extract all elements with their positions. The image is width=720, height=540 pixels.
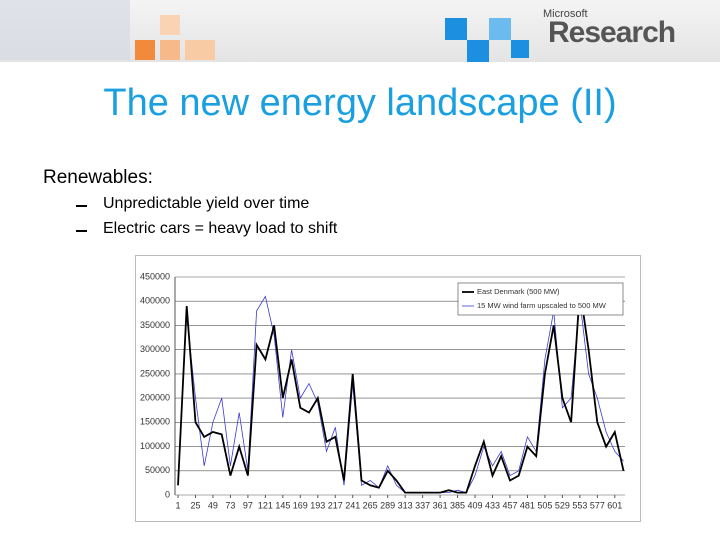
x-tick-label: 289 (380, 500, 395, 510)
bullet: Renewables: (43, 167, 153, 188)
logo-text: Microsoft (543, 8, 588, 20)
dash (76, 205, 87, 207)
y-tick-label: 350000 (140, 320, 170, 330)
x-tick-label: 241 (345, 500, 360, 510)
x-tick-label: 409 (468, 500, 483, 510)
header-band: Microsoft Research (0, 0, 720, 62)
deco-square (135, 40, 155, 60)
x-tick-label: 433 (485, 500, 500, 510)
y-tick-label: 400000 (140, 296, 170, 306)
chart: 0 50000 100000 150000 200000 250000 300000 3500… (135, 255, 641, 522)
x-tick-label: 121 (258, 500, 273, 510)
slide-title: The new energy landscape (II) (103, 82, 617, 124)
x-tick-label: 217 (328, 500, 343, 510)
x-tick-label: 481 (520, 500, 535, 510)
y-tick-label: 150000 (140, 417, 170, 427)
x-tick-label: 553 (572, 500, 587, 510)
legend-label: 15 MW wind farm upscaled to 500 MW (477, 301, 607, 310)
x-tick-label: 529 (555, 500, 570, 510)
deco-square (185, 40, 215, 60)
sub-bullet: Unpredictable yield over time (103, 195, 310, 212)
deco-photo (0, 0, 130, 60)
x-tick-label: 73 (225, 500, 235, 510)
x-tick-label: 265 (363, 500, 378, 510)
y-tick-label: 50000 (145, 465, 170, 475)
y-tick-label: 100000 (140, 441, 170, 451)
legend-label: East Denmark (500 MW) (477, 287, 560, 296)
deco-square (511, 40, 529, 58)
deco-square (467, 40, 489, 62)
x-tick-label: 145 (275, 500, 290, 510)
x-tick-label: 337 (415, 500, 430, 510)
x-tick-label: 361 (433, 500, 448, 510)
deco-square (445, 18, 467, 40)
y-tick-label: 300000 (140, 344, 170, 354)
deco-square (160, 15, 180, 35)
y-tick-label: 0 (165, 489, 170, 499)
y-tick-label: 450000 (140, 271, 170, 281)
deco-square (160, 40, 180, 60)
x-tick-label: 1 (175, 500, 180, 510)
x-tick-label: 25 (190, 500, 200, 510)
x-tick-label: 505 (537, 500, 552, 510)
x-tick-label: 577 (590, 500, 605, 510)
deco-square (489, 18, 511, 40)
x-tick-label: 385 (450, 500, 465, 510)
series-line (177, 288, 625, 494)
x-tick-label: 49 (208, 500, 218, 510)
legend-box (457, 282, 624, 316)
dash (76, 230, 87, 232)
logo-text: Research (548, 16, 676, 49)
x-tick-label: 457 (502, 500, 517, 510)
y-tick-label: 250000 (140, 368, 170, 378)
series-line (177, 295, 624, 494)
x-tick-label: 193 (310, 500, 325, 510)
x-tick-label: 97 (243, 500, 253, 510)
x-tick-label: 313 (398, 500, 413, 510)
x-tick-label: 601 (607, 500, 622, 510)
sub-bullet: Electric cars = heavy load to shift (103, 220, 338, 237)
x-tick-label: 169 (293, 500, 308, 510)
y-tick-label: 200000 (140, 392, 170, 402)
